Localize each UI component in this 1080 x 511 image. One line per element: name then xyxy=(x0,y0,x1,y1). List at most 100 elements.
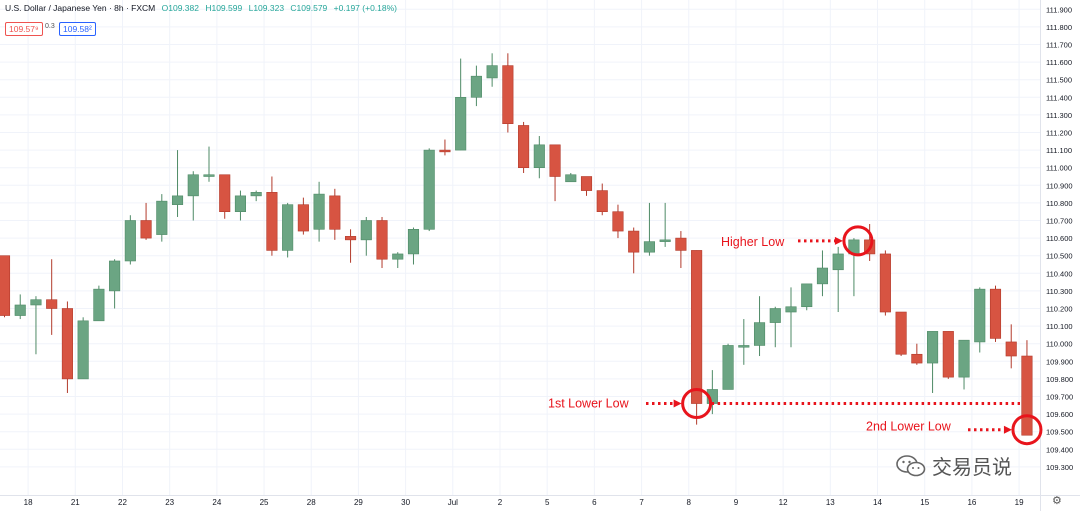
candle-down xyxy=(895,311,907,357)
candle-body xyxy=(61,308,73,380)
candle-body xyxy=(156,200,168,235)
first-lower-low-arrow-head xyxy=(673,399,682,408)
candle-body xyxy=(486,65,498,79)
y-tick-label: 110.700 xyxy=(1046,217,1073,226)
symbol-header: U.S. Dollar / Japanese Yen · 8h · FXCM O… xyxy=(5,3,401,13)
candle-body xyxy=(738,345,750,348)
y-tick-label: 110.400 xyxy=(1046,269,1073,278)
candle-body xyxy=(266,192,278,251)
first-lower-low-circle xyxy=(681,388,713,420)
x-tick-label: 24 xyxy=(212,498,221,507)
x-tick-label: 5 xyxy=(545,498,550,507)
candle-up xyxy=(470,65,482,107)
candle-up xyxy=(282,202,294,258)
candle-body xyxy=(30,299,42,306)
higher-low-label: Higher Low xyxy=(721,235,785,249)
buy-button[interactable]: 109.58² xyxy=(59,22,96,36)
candle-body xyxy=(360,220,372,241)
candle-down xyxy=(376,216,388,269)
candle-down xyxy=(345,229,357,263)
candle-up xyxy=(30,296,42,355)
candle-down xyxy=(549,144,561,202)
x-tick-label: 7 xyxy=(639,498,644,507)
candle-body xyxy=(911,353,923,364)
sell-button[interactable]: 109.57⁹ xyxy=(5,22,43,36)
candle-body xyxy=(376,220,388,260)
candle-body xyxy=(675,237,687,251)
higher-low-arrow-head xyxy=(834,236,843,245)
x-tick-label: 13 xyxy=(826,498,835,507)
x-tick-label: 6 xyxy=(592,498,597,507)
candle-body xyxy=(187,174,199,197)
candle-up xyxy=(722,343,734,390)
x-tick-label: 19 xyxy=(1015,498,1024,507)
candle-down xyxy=(502,53,514,133)
candle-up xyxy=(643,202,655,256)
candle-down xyxy=(140,202,152,240)
x-tick-label: 16 xyxy=(967,498,976,507)
gear-icon[interactable]: ⚙ xyxy=(1052,495,1062,507)
first-lower-low-label: 1st Lower Low xyxy=(548,397,630,411)
candle-body xyxy=(1005,341,1017,357)
candle-body xyxy=(832,253,844,271)
candle-up xyxy=(769,306,781,348)
candle-body xyxy=(895,311,907,355)
candle-down xyxy=(596,183,608,216)
candle-body xyxy=(423,149,435,230)
y-tick-label: 110.800 xyxy=(1046,199,1073,208)
candle-up xyxy=(533,136,545,179)
candle-body xyxy=(974,288,986,343)
watermark: 交易员说 xyxy=(896,451,1012,480)
y-tick-label: 110.100 xyxy=(1046,322,1073,331)
candle-down xyxy=(675,231,687,269)
candle-up xyxy=(156,194,168,242)
y-tick-label: 109.800 xyxy=(1046,375,1073,384)
candle-body xyxy=(203,174,215,177)
candle-body xyxy=(753,322,766,346)
x-tick-label: 9 xyxy=(734,498,739,507)
time-axis[interactable]: 18 21 22 23 24 25 28 29 30 Jul 2 5 6 7 8 9 12 13 14 15 16 19 xyxy=(0,495,1080,508)
candle-body xyxy=(722,345,734,390)
candle-down xyxy=(942,331,954,379)
watermark-text: 交易员说 xyxy=(932,455,1012,479)
candle-up xyxy=(455,58,467,151)
y-tick-label: 109.900 xyxy=(1046,357,1073,366)
y-tick-label: 111.800 xyxy=(1046,23,1072,32)
candle-up xyxy=(203,146,215,182)
y-tick-label: 110.200 xyxy=(1046,305,1073,314)
y-tick-label: 109.300 xyxy=(1046,463,1073,472)
spread-value: 0.3 xyxy=(45,23,55,30)
candle-body xyxy=(659,239,671,242)
ohlc-open: O109.382 xyxy=(161,3,199,13)
x-tick-label: 23 xyxy=(165,498,174,507)
candle-body xyxy=(801,283,813,308)
x-tick-label: 14 xyxy=(873,498,882,507)
candle-body xyxy=(439,149,451,153)
candle-body xyxy=(1021,355,1033,436)
x-tick-label: Jul xyxy=(448,498,458,507)
price-axis[interactable]: 111.900 111.800 111.700 111.600 111.500 111.4… xyxy=(1040,0,1074,511)
candle-body xyxy=(345,236,357,241)
candle-up xyxy=(753,296,766,357)
second-lower-low-arrow-head xyxy=(1003,425,1012,434)
candle-body xyxy=(816,267,829,285)
candle-down xyxy=(580,176,593,196)
candle-up xyxy=(313,181,325,242)
y-tick-label: 111.000 xyxy=(1046,164,1072,173)
candle-up xyxy=(93,285,105,322)
candle-up xyxy=(14,294,26,320)
candle-up xyxy=(360,216,372,256)
candle-up xyxy=(77,317,89,380)
candle-up xyxy=(486,53,498,87)
candle-down xyxy=(266,176,278,256)
candle-down xyxy=(612,204,624,239)
x-tick-label: 15 xyxy=(920,498,929,507)
y-tick-label: 111.700 xyxy=(1046,41,1072,50)
candle-down xyxy=(61,301,73,393)
candle-up xyxy=(659,202,671,247)
x-tick-label: 22 xyxy=(118,498,127,507)
candle-body xyxy=(596,190,608,213)
candle-body xyxy=(989,288,1002,339)
candle-down xyxy=(439,139,451,156)
